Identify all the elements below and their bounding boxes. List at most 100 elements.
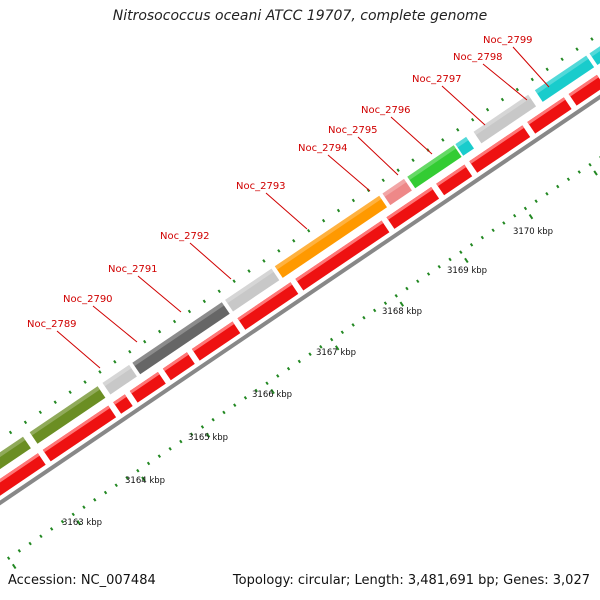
tick-lower: [114, 483, 118, 488]
gene-leader-line: [512, 46, 550, 88]
tick-upper: [128, 349, 132, 354]
tick-lower: [512, 213, 517, 218]
tick-lower: [286, 366, 291, 371]
gene-label: Noc_2795: [328, 125, 378, 136]
tick-major: [464, 257, 469, 264]
gene-label: Noc_2799: [483, 35, 533, 46]
cds-highlight: [0, 453, 40, 483]
tick-lower: [383, 301, 388, 305]
tick-lower: [93, 498, 97, 502]
tick-upper: [500, 97, 505, 102]
cog-highlight: [455, 136, 469, 148]
tick-lower: [491, 228, 495, 233]
tick-lower: [222, 410, 226, 415]
tick-upper: [515, 87, 520, 92]
gene-leader-line: [482, 63, 528, 101]
tick-lower: [6, 556, 11, 560]
gene-label: Noc_2792: [160, 231, 210, 242]
accession-text: Accession: NC_007484: [8, 573, 156, 588]
tick-lower: [405, 286, 409, 291]
tick-lower: [372, 308, 377, 313]
topology-text: Topology: circular; Length: 3,481,691 bp…: [232, 573, 590, 588]
tick-lower: [469, 243, 474, 247]
tick-upper: [306, 228, 311, 233]
tick-upper: [292, 239, 296, 243]
tick-lower: [416, 279, 420, 284]
tick-upper: [456, 128, 460, 132]
kbp-labels: 3163 kbp 3164 kbp 3165 kbp 3166 kbp 3167 kbp…: [62, 227, 553, 528]
tick-lower: [28, 541, 32, 546]
cog-highlight: [534, 55, 589, 94]
cds-highlight: [162, 352, 189, 372]
tick-upper: [247, 269, 251, 273]
gene-leader-line: [189, 242, 232, 280]
cds-arrow: [0, 453, 46, 496]
tick-upper: [530, 77, 534, 82]
tick-upper: [590, 37, 594, 41]
cog-block: [589, 46, 600, 65]
tick-lower: [49, 527, 54, 531]
tick-major: [205, 432, 211, 438]
tick-major: [11, 563, 17, 570]
tick-upper: [202, 299, 207, 304]
gene-leader-line: [441, 85, 486, 126]
tick-lower: [233, 403, 237, 407]
tick-upper: [157, 329, 162, 334]
tick-upper: [560, 57, 564, 62]
kbp-label: 3168 kbp: [382, 307, 422, 317]
tick-upper: [545, 67, 549, 72]
cds-highlight: [469, 125, 524, 164]
cds-highlight: [42, 405, 110, 453]
tick-lower: [39, 534, 43, 539]
cds-arrow: [162, 352, 195, 381]
cds-track: [0, 74, 600, 496]
tick-lower: [394, 294, 398, 298]
tick-major: [528, 214, 534, 220]
gene-label: Noc_2796: [361, 105, 411, 116]
gene-leader-line: [390, 116, 433, 155]
cog-highlight: [407, 145, 456, 180]
backbone-line: [0, 94, 600, 506]
kbp-label: 3169 kbp: [447, 266, 487, 276]
tick-upper: [53, 400, 57, 404]
kbp-label: 3163 kbp: [62, 518, 102, 528]
cds-arrow: [237, 282, 299, 330]
tick-lower: [276, 374, 280, 378]
backbone: [0, 94, 600, 506]
tick-upper: [187, 309, 192, 314]
cds-highlight: [237, 282, 293, 321]
tick-lower: [136, 468, 140, 473]
tick-upper: [23, 420, 28, 425]
cds-arrow: [129, 372, 166, 403]
gene-label: Noc_2793: [236, 181, 286, 192]
kbp-label: 3164 kbp: [125, 476, 165, 486]
cog-block: [382, 178, 412, 206]
tick-lower: [534, 199, 538, 203]
tick-lower: [60, 519, 65, 524]
tick-upper: [98, 370, 102, 374]
cog-highlight: [473, 94, 531, 136]
gene-label: Noc_2790: [63, 294, 113, 305]
kbp-label: 3170 kbp: [513, 227, 553, 237]
cog-highlight: [102, 364, 132, 387]
tick-lower: [426, 272, 431, 276]
gene-leader-line: [56, 330, 101, 369]
tick-lower: [200, 425, 205, 429]
cog-block: [473, 94, 537, 144]
cog-block: [225, 268, 280, 312]
tick-upper: [321, 218, 326, 223]
cog-highlight: [225, 268, 274, 304]
tick-lower: [82, 505, 86, 509]
tick-lower: [545, 192, 549, 196]
tick-lower: [17, 549, 22, 553]
kbp-label: 3165 kbp: [188, 433, 228, 443]
tick-upper: [470, 117, 475, 122]
tick-lower: [157, 454, 162, 458]
tick-lower: [351, 323, 355, 327]
tick-lower: [243, 396, 248, 400]
tick-lower: [103, 490, 108, 495]
cog-highlight: [29, 386, 100, 436]
tick-major: [334, 345, 340, 351]
gene-label-group: Noc_2789 Noc_2790 Noc_2791 Noc_2792 Noc_2793…: [27, 35, 550, 369]
